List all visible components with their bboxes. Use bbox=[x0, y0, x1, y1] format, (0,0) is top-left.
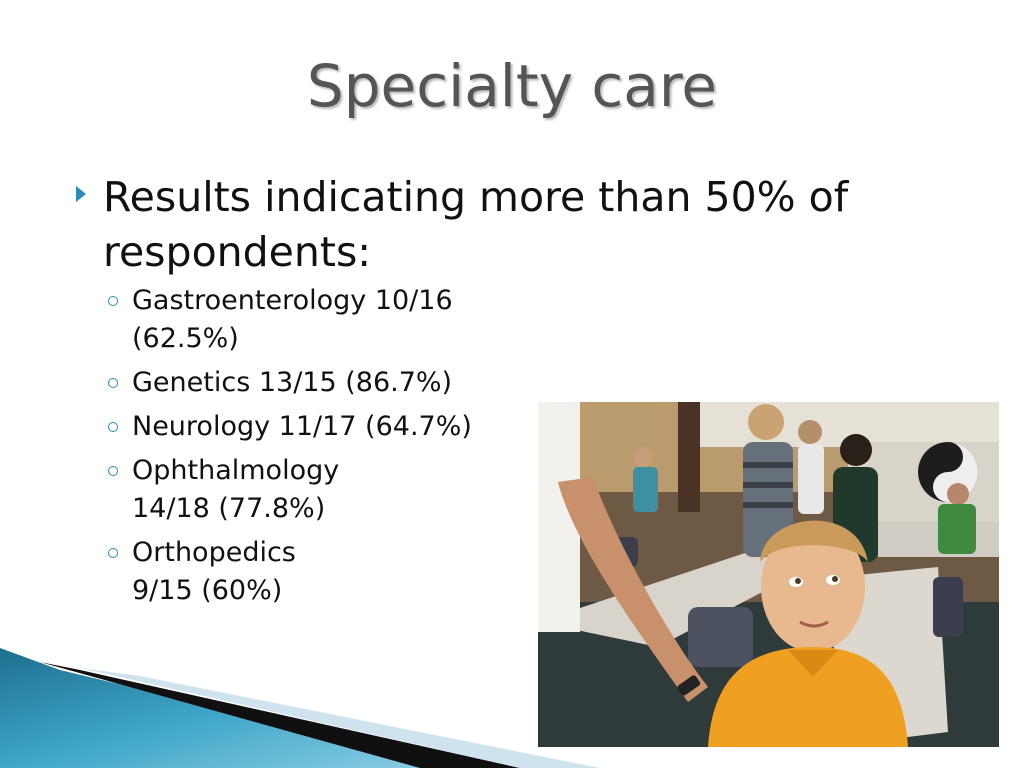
main-bullet-text: Results indicating more than 50% of resp… bbox=[103, 173, 849, 276]
list-item: Gastroenterology 10/16 (62.5%) bbox=[108, 282, 548, 358]
hollow-circle-icon bbox=[108, 378, 118, 388]
hollow-circle-icon bbox=[108, 466, 118, 476]
photo-boy-in-room bbox=[538, 402, 999, 747]
list-item-text: Orthopedics 9/15 (60%) bbox=[132, 537, 296, 606]
main-bullet: Results indicating more than 50% of resp… bbox=[76, 170, 876, 280]
slide-title: Specialty care bbox=[306, 52, 718, 120]
sub-bullet-list: Gastroenterology 10/16 (62.5%) Genetics … bbox=[108, 282, 548, 616]
hollow-circle-icon bbox=[108, 548, 118, 558]
list-item-text: Neurology 11/17 (64.7%) bbox=[132, 411, 472, 442]
list-item: Genetics 13/15 (86.7%) bbox=[108, 364, 548, 402]
list-item: Neurology 11/17 (64.7%) bbox=[108, 408, 548, 446]
list-item: Ophthalmology 14/18 (77.8%) bbox=[108, 452, 548, 528]
hollow-circle-icon bbox=[108, 422, 118, 432]
hollow-circle-icon bbox=[108, 296, 118, 306]
list-item-text: Ophthalmology 14/18 (77.8%) bbox=[132, 455, 340, 524]
list-item-text: Genetics 13/15 (86.7%) bbox=[132, 367, 453, 398]
list-item-text: Gastroenterology 10/16 (62.5%) bbox=[132, 285, 453, 354]
triangle-arrow-icon bbox=[76, 186, 86, 202]
decorative-swoosh bbox=[0, 648, 600, 768]
list-item: Orthopedics 9/15 (60%) bbox=[108, 534, 548, 610]
